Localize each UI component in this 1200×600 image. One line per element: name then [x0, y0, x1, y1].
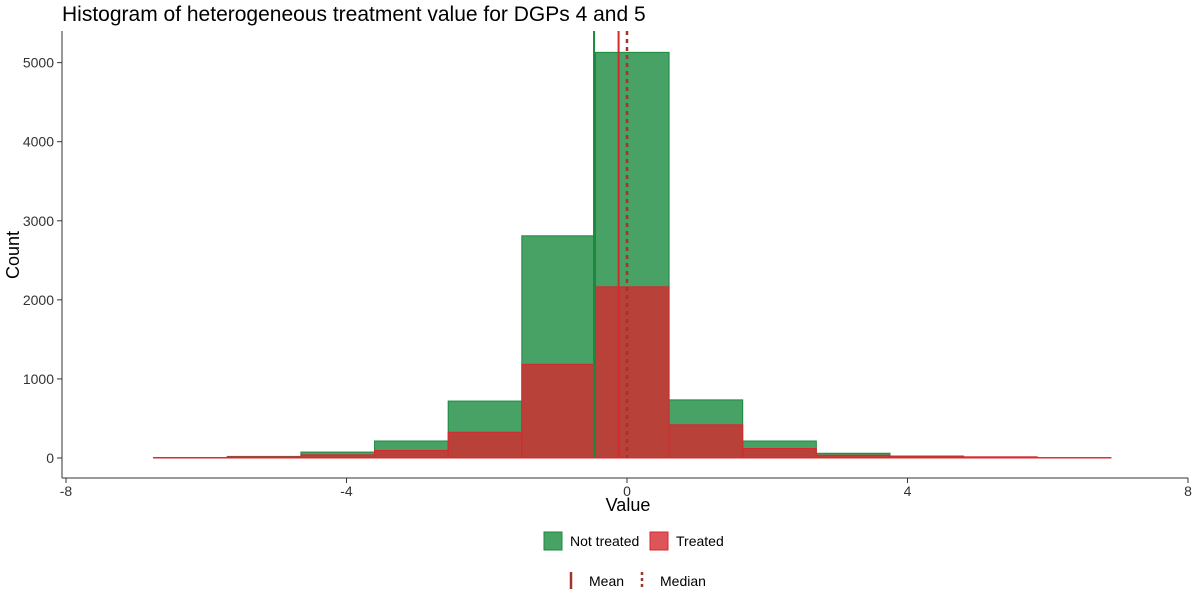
x-tick-label-2: 0: [623, 483, 631, 499]
bar-treated-5: [521, 363, 596, 459]
legend-swatch-treated: [649, 531, 669, 551]
y-axis-title: Count: [3, 231, 23, 279]
legend-label-mean: Mean: [589, 573, 624, 589]
y-tick-label-3: 3000: [23, 213, 54, 229]
bar-treated-10: [889, 455, 965, 459]
chart-title: Histogram of heterogeneous treatment val…: [62, 3, 646, 26]
bar-treated-2: [300, 454, 376, 459]
bars-layer: [153, 51, 1112, 459]
x-tick-label-4: 8: [1184, 483, 1192, 499]
legend-label-treated: Treated: [676, 533, 724, 549]
bar-treated-9: [815, 454, 891, 459]
legend-label-median: Median: [660, 573, 706, 589]
x-tick-label-0: -8: [60, 483, 73, 499]
bar-treated-6: [594, 286, 670, 459]
bar-treated-4: [447, 431, 523, 459]
legend-fill: Not treated Treated: [543, 531, 724, 551]
legend-item-mean: Mean: [569, 572, 624, 589]
x-axis-ticks: -8 -4 0 4 8: [60, 478, 1192, 499]
legend-label-not-treated: Not treated: [570, 533, 639, 549]
legend-item-treated: Treated: [649, 531, 724, 551]
bar-treated-11: [963, 456, 1038, 459]
legend-item-not-treated: Not treated: [543, 531, 639, 551]
bar-treated-3: [374, 449, 449, 459]
legend-item-median: Median: [640, 572, 706, 589]
y-tick-label-1: 1000: [23, 371, 54, 387]
reference-lines: [593, 31, 629, 458]
bar-treated-7: [668, 424, 744, 459]
y-tick-label-4: 4000: [23, 134, 54, 150]
legend-lines: Mean Median: [569, 572, 706, 589]
y-tick-label-2: 2000: [23, 292, 54, 308]
x-tick-label-1: -4: [340, 483, 353, 499]
bar-treated-8: [742, 448, 817, 459]
x-axis-title: Value: [606, 495, 651, 515]
legend-swatch-not-treated: [543, 531, 563, 551]
y-tick-label-5: 5000: [23, 55, 54, 71]
bar-treated-1: [226, 456, 302, 459]
x-tick-label-3: 4: [904, 483, 912, 499]
y-tick-label-0: 0: [46, 450, 54, 466]
y-axis-ticks: 0 1000 2000 3000 4000 5000: [23, 55, 62, 466]
